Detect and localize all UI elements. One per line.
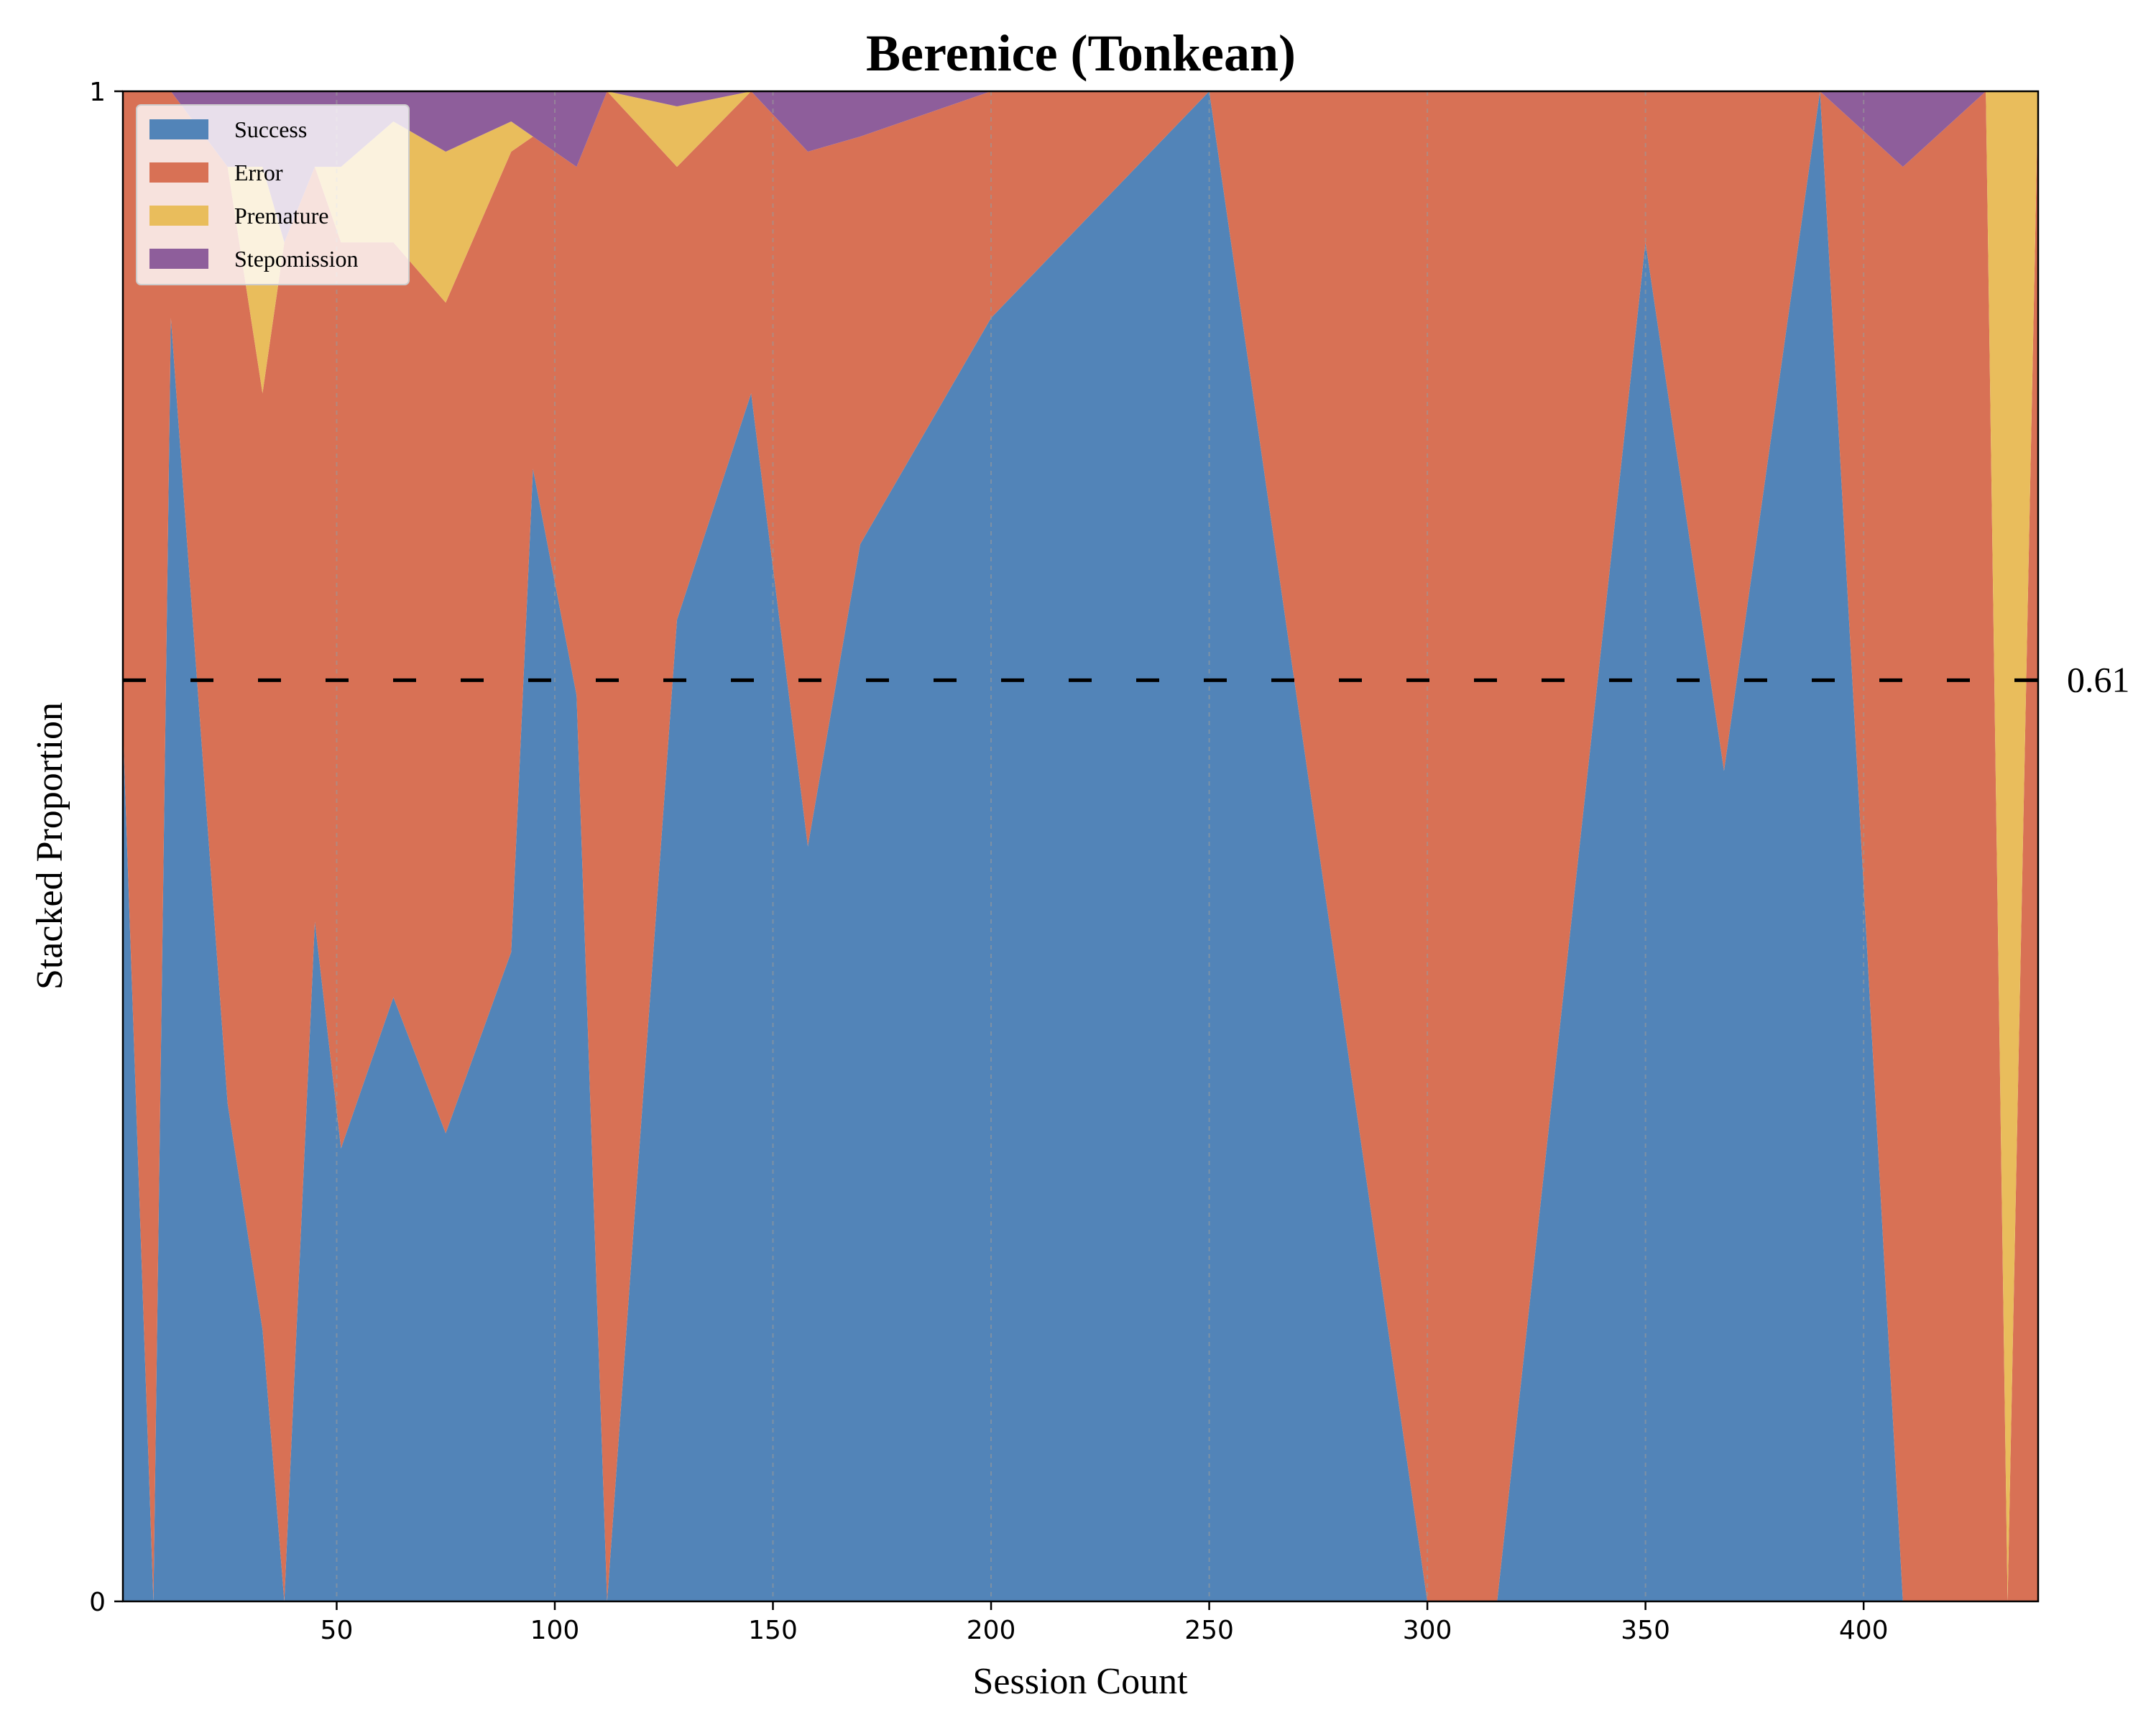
x-tick-label: 400 <box>1839 1616 1889 1645</box>
y-axis-label: Stacked Proportion <box>29 702 70 990</box>
legend-box <box>136 104 410 285</box>
axis-ticks: 50 100 150 200 250 300 350 400 0 1 <box>89 78 1888 1645</box>
x-tick-label: 350 <box>1621 1616 1670 1645</box>
area-error <box>123 91 2038 1601</box>
reference-line-group: 0.61 <box>123 659 2130 699</box>
area-success <box>123 91 2038 1601</box>
x-tick-label: 200 <box>967 1616 1016 1645</box>
x-tick-label: 150 <box>748 1616 798 1645</box>
legend-label-premature: Premature <box>234 203 329 229</box>
legend-label-error: Error <box>234 160 283 185</box>
chart-title: Berenice (Tonkean) <box>866 24 1296 82</box>
y-tick-label: 1 <box>89 78 106 107</box>
plot-frame <box>121 90 2040 1603</box>
legend-swatch-error <box>149 162 208 183</box>
grid-lines <box>336 91 1865 1601</box>
reference-line-label: 0.61 <box>2067 659 2130 699</box>
legend-label-stepomission: Stepomission <box>234 246 358 272</box>
legend-swatch-stepomission <box>149 249 208 269</box>
legend-swatch-success <box>149 119 208 139</box>
y-tick-label: 0 <box>89 1588 106 1617</box>
x-tick-label: 250 <box>1184 1616 1234 1645</box>
x-tick-label: 100 <box>530 1616 580 1645</box>
plot-area <box>123 91 2038 1601</box>
x-tick-label: 50 <box>321 1616 354 1645</box>
legend: Success Error Premature Stepomission <box>136 104 410 285</box>
legend-swatch-premature <box>149 206 208 226</box>
legend-label-success: Success <box>234 116 307 142</box>
x-axis-label: Session Count <box>972 1661 1188 1702</box>
x-tick-label: 300 <box>1403 1616 1452 1645</box>
